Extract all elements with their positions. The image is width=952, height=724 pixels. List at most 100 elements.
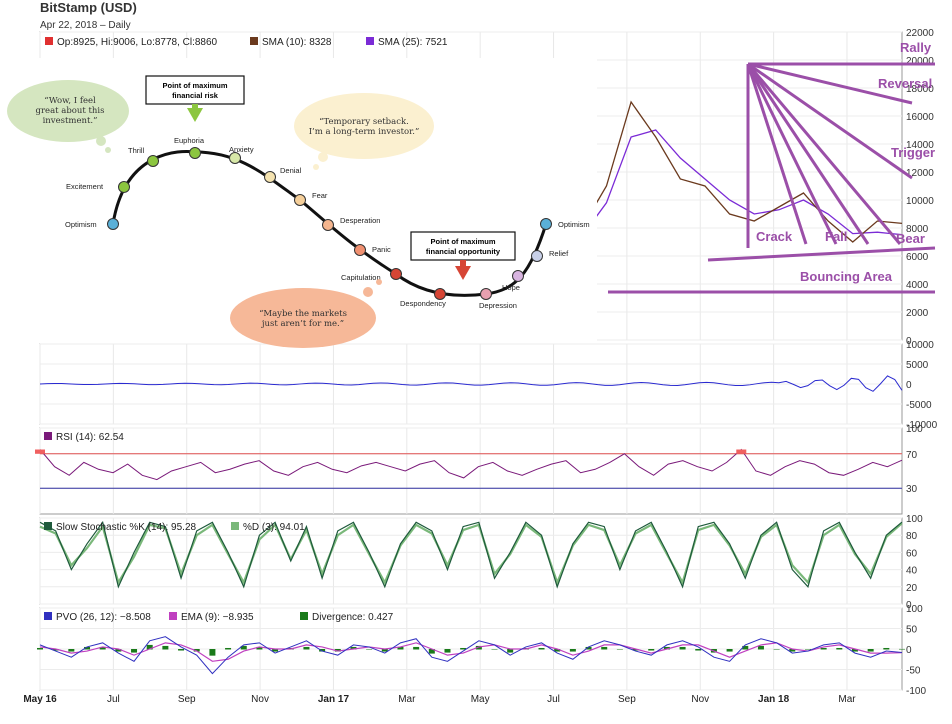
stage-label: Optimism [558,220,590,229]
y-tick-label: 20 [906,583,918,594]
rsi-legend: RSI (14): 62.54 [56,432,124,443]
risk-arrow-stem [192,104,198,110]
chart-date: Apr 22, 2018 – Daily [40,20,131,31]
stage-label: Depression [479,301,517,310]
divergence-bar [397,646,404,650]
stage-marker-icon [390,268,402,280]
x-tick-label: May [471,694,490,705]
stage-label: Denial [280,166,302,175]
stage-label: Despondency [400,299,446,308]
divergence-bar [303,646,310,650]
cycle-stages: Optimism Excitement Thrill Euphoria Anxiety D… [65,136,590,310]
x-tick-label: Jul [107,694,120,705]
rsi-overbought-fill [35,449,45,454]
divergence-bar [178,649,185,651]
stoch-k-line [39,520,903,589]
y-tick-label: 16000 [906,112,934,123]
stage-marker-icon [264,171,276,183]
divergence-bar [507,649,514,653]
y-tick-label: 50 [906,625,918,636]
stage-label: Excitement [66,182,104,191]
divergence-bar [616,649,623,650]
stage-label: Optimism [65,220,97,229]
stage-label: Desperation [340,216,380,225]
x-tick-label: Sep [178,694,196,705]
ema-legend: EMA (9): −8.935 [181,612,254,623]
risk-box-text: Point of maximum financial risk [162,81,227,100]
y-tick-label: 20000 [906,56,934,67]
divergence-bar [491,649,498,650]
stoch-d-legend: %D (3): 94.01 [243,522,305,533]
stage-marker-icon [229,152,241,164]
div-swatch [300,612,308,620]
y-tick-label: 14000 [906,140,934,151]
divergence-bar [663,646,670,650]
x-tick-label: Nov [251,694,269,705]
y-tick-label: 100 [906,604,923,615]
divergence-bar [334,649,341,652]
y-tick-label: 0 [906,600,912,611]
annot-trigger: Trigger [891,145,935,160]
divergence-bar [695,649,702,651]
divergence-bar [37,647,43,650]
divergence-bar [569,649,576,652]
bubble-setback [294,93,434,159]
axis-labels: 0200040006000800010000120001400016000180… [23,28,937,705]
divergence-bar [679,646,686,650]
stage-label: Anxiety [229,145,254,154]
ema-line [39,642,903,662]
stage-label: Panic [372,245,391,254]
y-tick-label: -10000 [906,420,938,431]
divergence-bar [240,645,247,650]
fan-line [746,63,902,245]
divergence-bar [585,646,592,650]
divergence-bar [52,649,59,651]
divergence-bar [726,649,733,652]
pvo-line [39,636,903,675]
stoch-k-swatch [44,522,52,530]
opportunity-arrow-icon [455,266,471,280]
stage-marker-icon [354,244,366,256]
panel2-line [39,375,903,392]
divergence-bar [319,649,326,652]
divergence-bar [554,649,561,652]
ohlc-swatch [45,37,53,45]
fan-line [746,63,870,245]
divergence-bar [538,647,545,650]
bubble-wow-text: “Wow, I feel great about this investment.” [36,95,105,126]
divergence-bar [757,645,764,650]
bubble-setback-text: “Temporary setback. I’m a long-term inves… [309,116,420,137]
divergence-bar [820,647,827,650]
y-tick-label: 40 [906,566,918,577]
annotation-lines [608,62,936,294]
stage-marker-icon [540,218,552,230]
divergence-bar [366,649,373,650]
rsi-overbought-fill [736,449,747,454]
bubble-wow-tail [96,136,106,146]
sma25-swatch [366,37,374,45]
x-tick-label: Jan 18 [758,694,790,705]
divergence-bar [773,649,780,650]
x-tick-label: Mar [398,694,416,705]
divergence-bar [162,645,169,650]
y-tick-label: 2000 [906,308,929,319]
bubble-markets-text: “Maybe the markets just aren’t for me.” [259,308,347,329]
opportunity-arrow-stem [460,260,466,268]
divergence-bar [851,649,858,652]
divergence-bar [272,649,279,652]
sma25-legend: SMA (25): 7521 [378,37,448,48]
divergence-bar [115,649,122,652]
divergence-bar [350,646,357,650]
divergence-bar [601,646,608,650]
divergence-bar [444,649,451,653]
x-tick-label: Jul [547,694,560,705]
y-tick-label: -5000 [906,400,932,411]
y-tick-label: 6000 [906,252,929,263]
stage-marker-icon [480,288,492,300]
annot-crack: Crack [756,229,793,244]
annot-reversal: Reversal [878,76,932,91]
div-legend: Divergence: 0.427 [312,612,394,623]
divergence-bar [632,649,639,651]
y-tick-label: 100 [906,424,923,435]
x-tick-label: Nov [691,694,709,705]
